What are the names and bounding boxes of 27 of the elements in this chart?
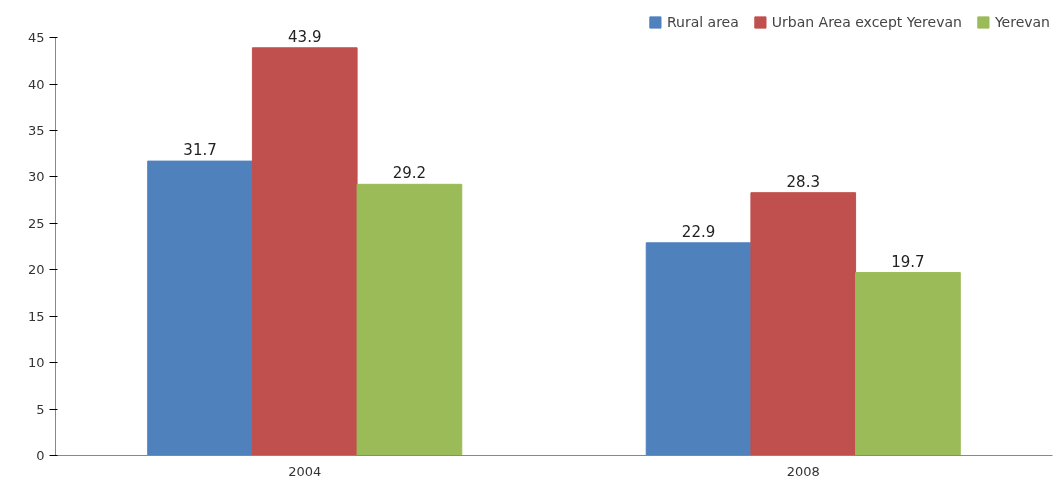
y-tick-label: 35 — [27, 122, 45, 138]
bar — [147, 160, 253, 456]
y-tick-label: 30 — [27, 169, 45, 185]
x-tick-label: 2008 — [786, 463, 820, 479]
bar — [855, 272, 961, 456]
legend-label: Rural area — [666, 14, 739, 30]
data-label: 22.9 — [681, 222, 716, 241]
bar — [645, 242, 752, 456]
x-tick-label: 2004 — [288, 463, 322, 479]
data-label: 29.2 — [392, 164, 427, 183]
bar — [356, 183, 463, 456]
y-tick-label: 25 — [27, 215, 45, 231]
data-label: 31.7 — [183, 141, 217, 160]
y-tick-label: 10 — [27, 355, 45, 371]
data-label: 28.3 — [786, 172, 820, 191]
y-tick-label: 20 — [27, 262, 45, 278]
y-tick-label: 0 — [36, 448, 45, 463]
y-tick-label: 5 — [36, 401, 45, 417]
legend-label: Urban Area except Yerevan — [771, 14, 962, 30]
y-tick-label: 40 — [27, 76, 45, 92]
bar — [251, 47, 358, 456]
bar — [750, 192, 857, 456]
y-tick-label: 15 — [27, 308, 45, 324]
legend-label: Yerevan — [994, 14, 1050, 30]
y-tick-label: 45 — [27, 30, 45, 46]
data-label: 43.9 — [288, 27, 322, 46]
data-label: 19.7 — [891, 252, 925, 271]
